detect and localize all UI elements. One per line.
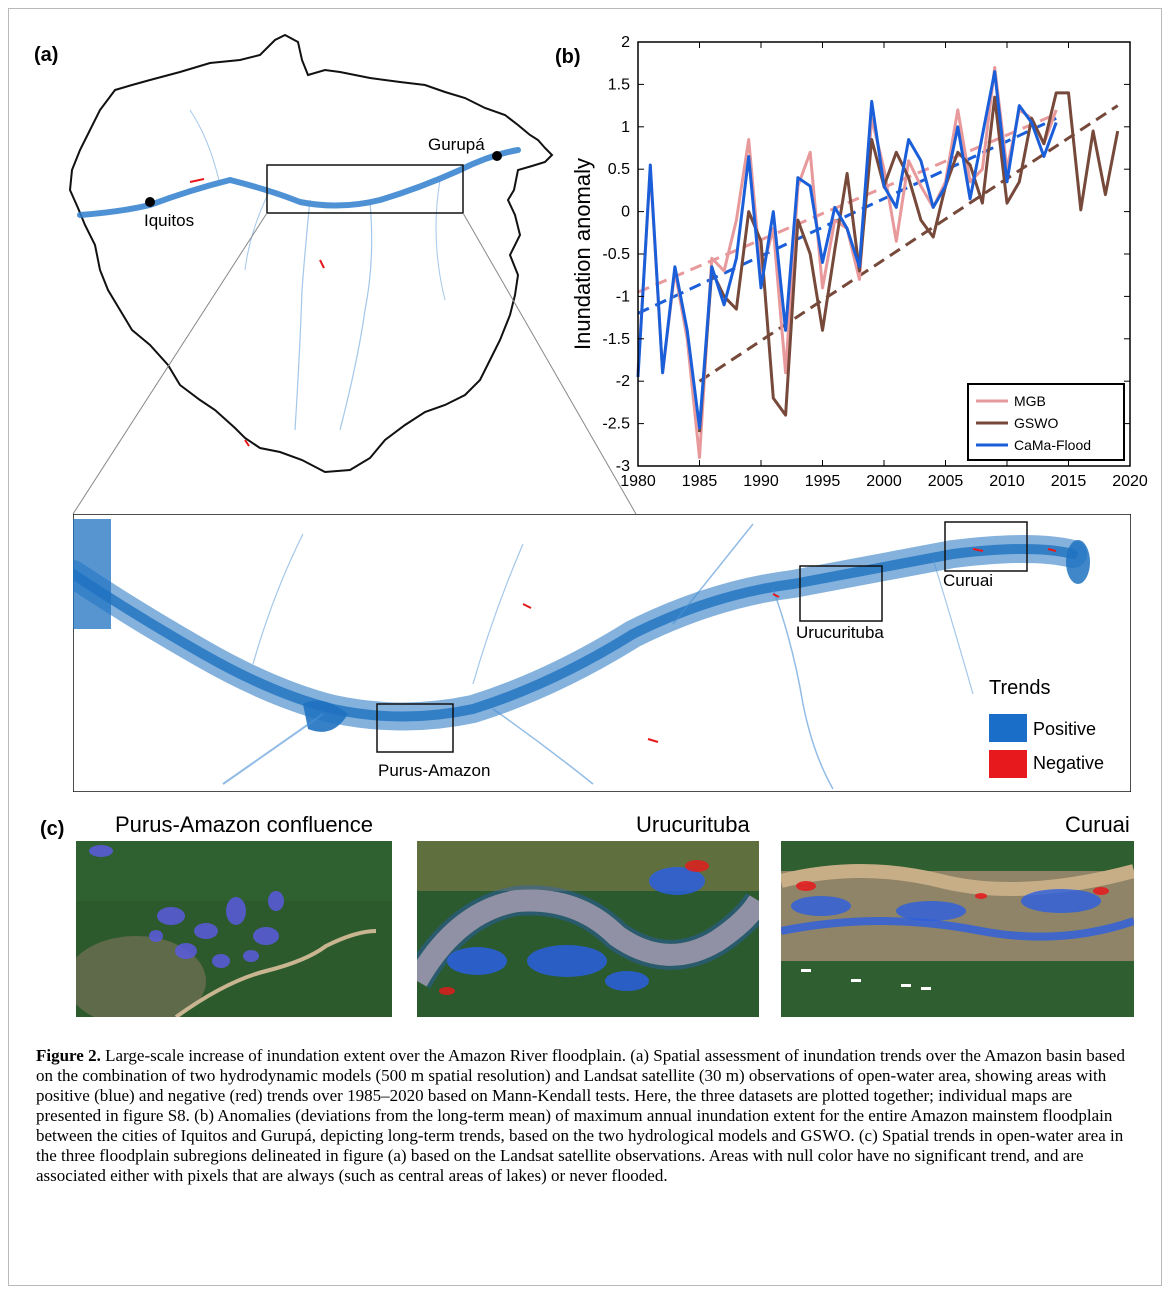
title-curuai: Curuai xyxy=(1065,812,1130,837)
caption-label: Figure 2. xyxy=(36,1046,101,1065)
tributary xyxy=(435,179,446,301)
x-tick-label: 1995 xyxy=(805,473,841,490)
box-purus xyxy=(376,703,454,753)
tributary xyxy=(472,543,524,685)
y-tick-label: -2.5 xyxy=(602,416,630,433)
figure-frame xyxy=(8,8,1162,1286)
x-tick-label: 2005 xyxy=(928,473,964,490)
east-lake xyxy=(1066,540,1090,584)
y-tick-label: -1 xyxy=(616,288,630,305)
gurupa-marker xyxy=(492,151,502,161)
x-tick-label: 2010 xyxy=(989,473,1025,490)
box-curuai xyxy=(944,521,1028,572)
label-urucurituba: Urucurituba xyxy=(796,623,884,642)
legend-title: Trends xyxy=(989,677,1051,699)
box-urucurituba xyxy=(799,565,883,622)
negative-patch xyxy=(772,593,780,598)
y-tick-label: -3 xyxy=(616,458,630,475)
trend-line-cama-flood xyxy=(637,116,1057,315)
inundation-chart: 1980 1985 1990 1995 2000 2005 2010 2015 2020 2 1.5… xyxy=(570,34,1148,490)
purus-junction xyxy=(303,700,348,732)
floodplain-zoom-map: Curuai Urucurituba Purus-Amazon Trends P… xyxy=(73,514,1131,792)
x-tick-label: 2015 xyxy=(1051,473,1087,490)
y-tick-label: -0.5 xyxy=(602,246,630,263)
series-line-cama-flood xyxy=(636,70,1058,430)
legend-label: CaMa-Flood xyxy=(1014,437,1091,453)
basin-outline xyxy=(68,33,554,474)
tributary xyxy=(244,189,271,271)
legend-label: MGB xyxy=(1014,393,1046,409)
tributary xyxy=(339,201,373,431)
panel-a-label: (a) xyxy=(34,44,59,66)
y-axis-label: Inundation anomaly xyxy=(570,158,595,350)
satellite-urucurituba xyxy=(417,841,759,1017)
tributary xyxy=(772,588,834,790)
y-tick-label: -1.5 xyxy=(602,331,630,348)
title-urucurituba: Urucurituba xyxy=(636,812,750,837)
basin-map: Iquitos Gurupá xyxy=(68,33,554,474)
x-tick-label: 1990 xyxy=(743,473,779,490)
tributary xyxy=(222,713,324,785)
iquitos-marker xyxy=(145,197,155,207)
y-tick-label: 1.5 xyxy=(608,76,630,93)
negative-patch xyxy=(972,548,984,552)
label-curuai: Curuai xyxy=(943,571,993,590)
legend-label: GSWO xyxy=(1014,415,1058,431)
legend-negative-label: Negative xyxy=(1033,753,1104,773)
negative-patch xyxy=(189,178,205,183)
figure-caption: Figure 2. Large-scale increase of inunda… xyxy=(36,1046,1140,1186)
y-tick-label: 1 xyxy=(621,119,630,136)
negative-patch xyxy=(647,738,659,743)
negative-patch xyxy=(522,603,532,609)
tributary xyxy=(932,558,974,695)
satellite-purus xyxy=(76,841,392,1017)
legend-negative-swatch xyxy=(989,750,1027,778)
x-tick-label: 1980 xyxy=(620,473,656,490)
panel-c-label: (c) xyxy=(40,818,65,840)
negative-patch xyxy=(319,259,325,269)
y-tick-label: 2 xyxy=(621,34,630,51)
y-tick-label: 0.5 xyxy=(608,161,630,178)
label-purus: Purus-Amazon xyxy=(378,761,490,780)
legend-positive-label: Positive xyxy=(1033,719,1096,739)
tributary xyxy=(492,708,594,785)
zoom-connectors xyxy=(72,212,637,515)
series-line-gswo xyxy=(698,91,1120,433)
negative-patch xyxy=(1047,548,1057,552)
tributary xyxy=(189,109,221,186)
x-tick-label: 2000 xyxy=(866,473,902,490)
panel-b-label: (b) xyxy=(555,46,581,68)
satellite-curuai xyxy=(781,841,1134,1017)
x-tick-label: 1985 xyxy=(682,473,718,490)
west-lake xyxy=(73,519,111,629)
iquitos-label: Iquitos xyxy=(144,211,194,230)
study-area-box xyxy=(266,164,464,214)
y-tick-label: -2 xyxy=(616,373,630,390)
tributary xyxy=(672,523,754,625)
caption-text: Large-scale increase of inundation exten… xyxy=(36,1046,1125,1185)
y-tick-label: 0 xyxy=(621,204,630,221)
tributary xyxy=(294,199,311,431)
tributary xyxy=(252,533,304,665)
trend-line-mgb xyxy=(637,112,1057,294)
negative-patch xyxy=(244,439,250,447)
legend-positive-swatch xyxy=(989,714,1027,742)
x-tick-label: 2020 xyxy=(1112,473,1148,490)
gurupa-label: Gurupá xyxy=(428,135,485,154)
floodplain-core xyxy=(73,544,1078,722)
title-purus-confluence: Purus-Amazon confluence xyxy=(115,812,374,837)
